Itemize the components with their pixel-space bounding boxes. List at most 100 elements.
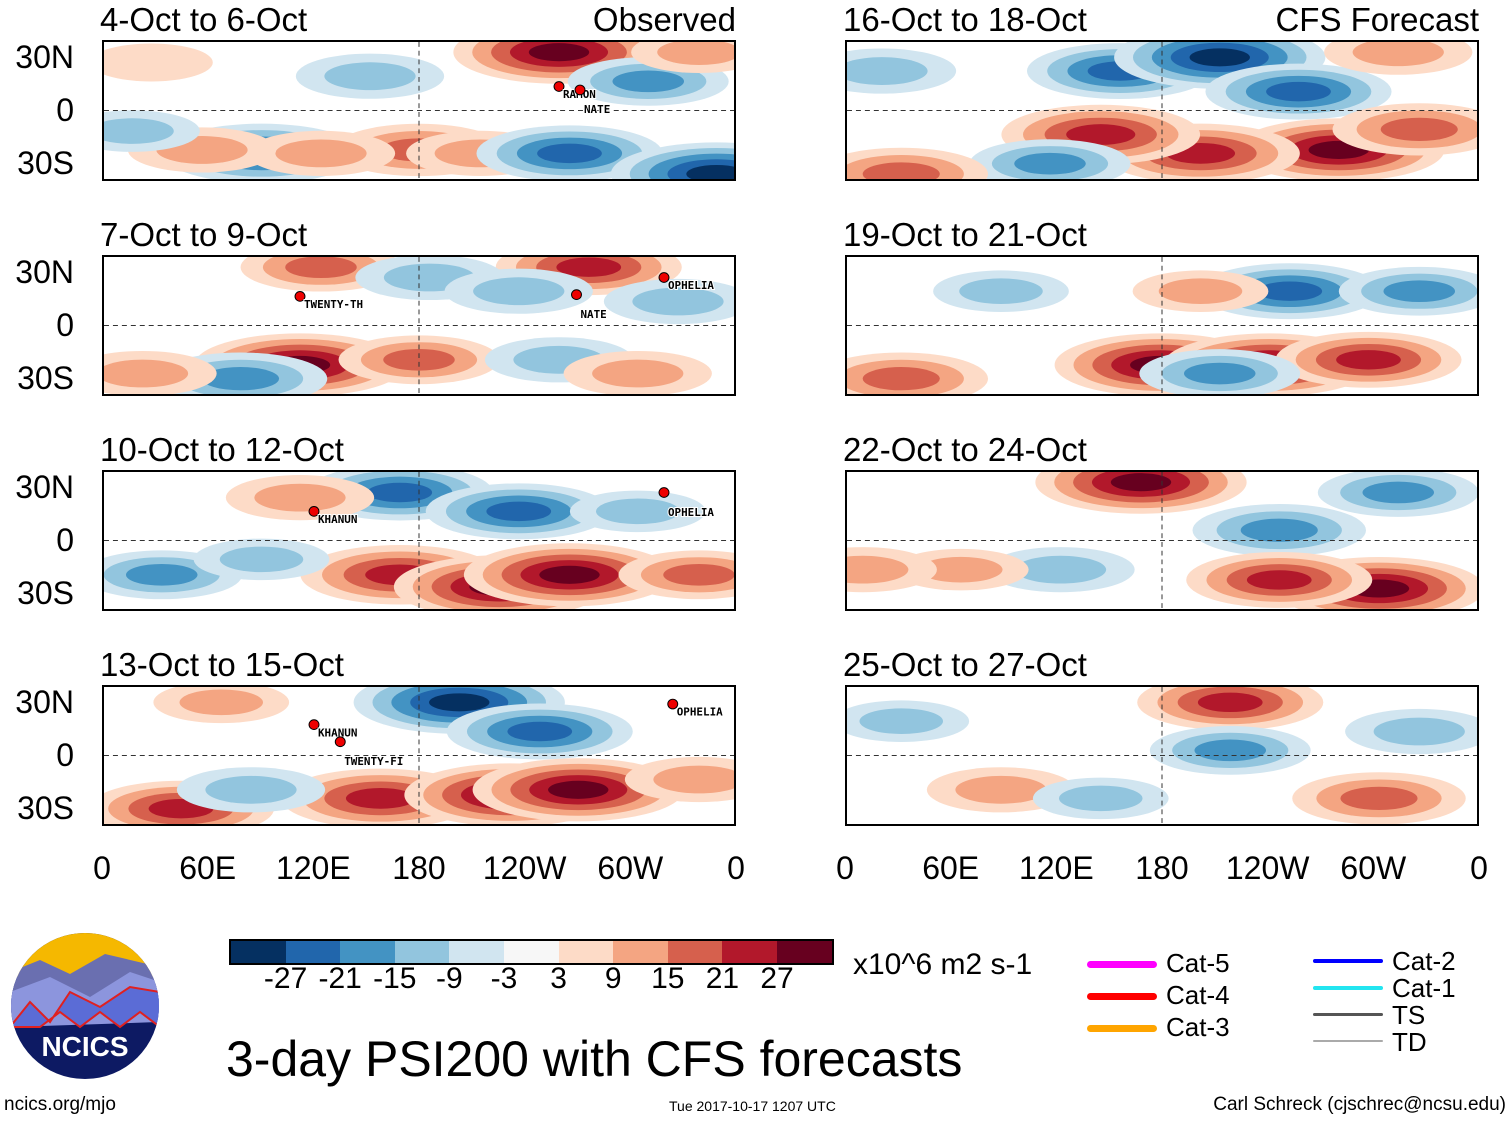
storm-marker-icon (571, 289, 582, 300)
panel-title: 13-Oct to 15-Oct (100, 646, 344, 683)
colorbar-tick-label: 9 (604, 962, 622, 995)
storm-marker-icon (574, 84, 586, 96)
anomaly-contour (847, 57, 928, 85)
anomaly-contour (862, 162, 940, 179)
storm-marker-icon (294, 291, 306, 302)
colorbar-swatch (776, 941, 832, 963)
colorbar (229, 939, 834, 965)
longitude-label: 0 (836, 850, 854, 886)
panel-source-label: Observed (592, 1, 736, 38)
colorbar-tick-label: -27 (263, 962, 308, 995)
storm-label: OPHELIA (668, 506, 715, 519)
anomaly-contour (429, 693, 490, 712)
anomaly-contour (1066, 124, 1136, 145)
latitude-label: 30S (17, 145, 74, 181)
anomaly-contour (275, 139, 367, 168)
anomaly-contour (1383, 280, 1456, 303)
anomaly-contour (686, 164, 734, 179)
colorbar-tick-label: 3 (550, 962, 567, 995)
anomaly-contour (595, 498, 680, 525)
colorbar-swatch (722, 941, 777, 963)
storm-label: TWENTY-FI (344, 755, 403, 768)
anomaly-contour (473, 277, 565, 306)
anomaly-contour (201, 367, 280, 391)
anomaly-contour (345, 788, 416, 809)
anomaly-contour (1197, 692, 1263, 713)
anomaly-contour (104, 359, 189, 388)
longitude-label: 180 (1135, 850, 1189, 886)
anomaly-contour (1340, 786, 1418, 811)
anomaly-contour (383, 348, 455, 371)
anomaly-contour (592, 359, 684, 388)
map-panel: KHANUN TWENTY-FI OPHELIA (102, 685, 736, 826)
legend-line-icon (1313, 986, 1383, 990)
anomaly-contour (1336, 350, 1401, 370)
anomaly-contour (859, 708, 944, 734)
map-panel (845, 40, 1479, 181)
anomaly-contour (1194, 739, 1267, 762)
anomaly-contour (104, 118, 174, 144)
anomaly-contour (537, 143, 602, 164)
legend-line-icon (1087, 993, 1157, 1000)
website-link[interactable]: ncics.org/mjo (4, 1094, 116, 1115)
colorbar-tick-label: 21 (705, 962, 740, 995)
anomaly-contour (1183, 362, 1256, 385)
colorbar-tick-label: -21 (318, 962, 362, 995)
legend-label: Cat-2 (1392, 946, 1456, 976)
map-panel: RAMONNATE (102, 40, 736, 181)
anomaly-contour (548, 780, 609, 799)
storm-label: NATE (580, 308, 606, 321)
legend-label: TD (1392, 1027, 1427, 1057)
legend-line-icon (1313, 1040, 1383, 1042)
anomaly-contour (104, 43, 213, 82)
anomaly-contour (918, 556, 1003, 583)
anomaly-contour (955, 775, 1047, 804)
anomaly-contour (1110, 473, 1172, 492)
colorbar-tick-label: -3 (490, 962, 518, 995)
storm-label: OPHELIA (677, 706, 724, 719)
storm-marker-icon (308, 719, 320, 730)
anomaly-contour (179, 689, 264, 716)
colorbar-swatch (558, 941, 614, 963)
panel-title: 22-Oct to 24-Oct (843, 431, 1087, 468)
longitude-label: 60W (1340, 850, 1407, 886)
colorbar-swatch (449, 941, 504, 963)
anomaly-contour (1158, 278, 1243, 304)
anomaly-contour (556, 257, 622, 277)
anomaly-contour (539, 565, 600, 584)
anomaly-contour (959, 278, 1043, 304)
anomaly-contour (632, 287, 724, 316)
colorbar-tick-label: 15 (651, 962, 685, 995)
storm-marker-icon (553, 81, 565, 92)
figure-title: 3-day PSI200 with CFS forecasts (226, 1031, 963, 1087)
anomaly-contour (205, 775, 297, 804)
colorbar-swatch (613, 941, 668, 963)
anomaly-contour (1240, 518, 1318, 542)
legend-line-icon (1313, 959, 1383, 963)
colorbar-swatch (340, 941, 395, 963)
longitude-label: 60W (597, 850, 664, 886)
colorbar-swatch (231, 941, 286, 963)
anomaly-contour (847, 555, 909, 584)
anomaly-contour (219, 546, 304, 573)
anomaly-contour (1246, 570, 1312, 590)
colorbar-swatch (503, 941, 559, 963)
legend-label: Cat-5 (1166, 948, 1230, 978)
colorbar-tick-label: 27 (760, 962, 794, 995)
legend-line-icon (1087, 1025, 1157, 1032)
latitude-label: 0 (56, 522, 74, 558)
anomaly-contour (1014, 152, 1086, 175)
colorbar-tick-label: -15 (373, 962, 417, 995)
latitude-label: 30N (15, 469, 74, 505)
map-panel: KHANUN OPHELIA (102, 470, 736, 611)
legend-line-icon (1087, 961, 1157, 968)
longitude-label: 120W (482, 850, 567, 886)
anomaly-contour (612, 70, 685, 93)
anomaly-contour (663, 563, 734, 586)
longitude-label: 120E (275, 850, 351, 886)
anomaly-contour (1266, 81, 1331, 102)
longitude-label: 120W (1225, 850, 1310, 886)
latitude-label: 30N (15, 39, 74, 75)
latitude-label: 0 (56, 92, 74, 128)
longitude-label: 60E (922, 850, 980, 886)
